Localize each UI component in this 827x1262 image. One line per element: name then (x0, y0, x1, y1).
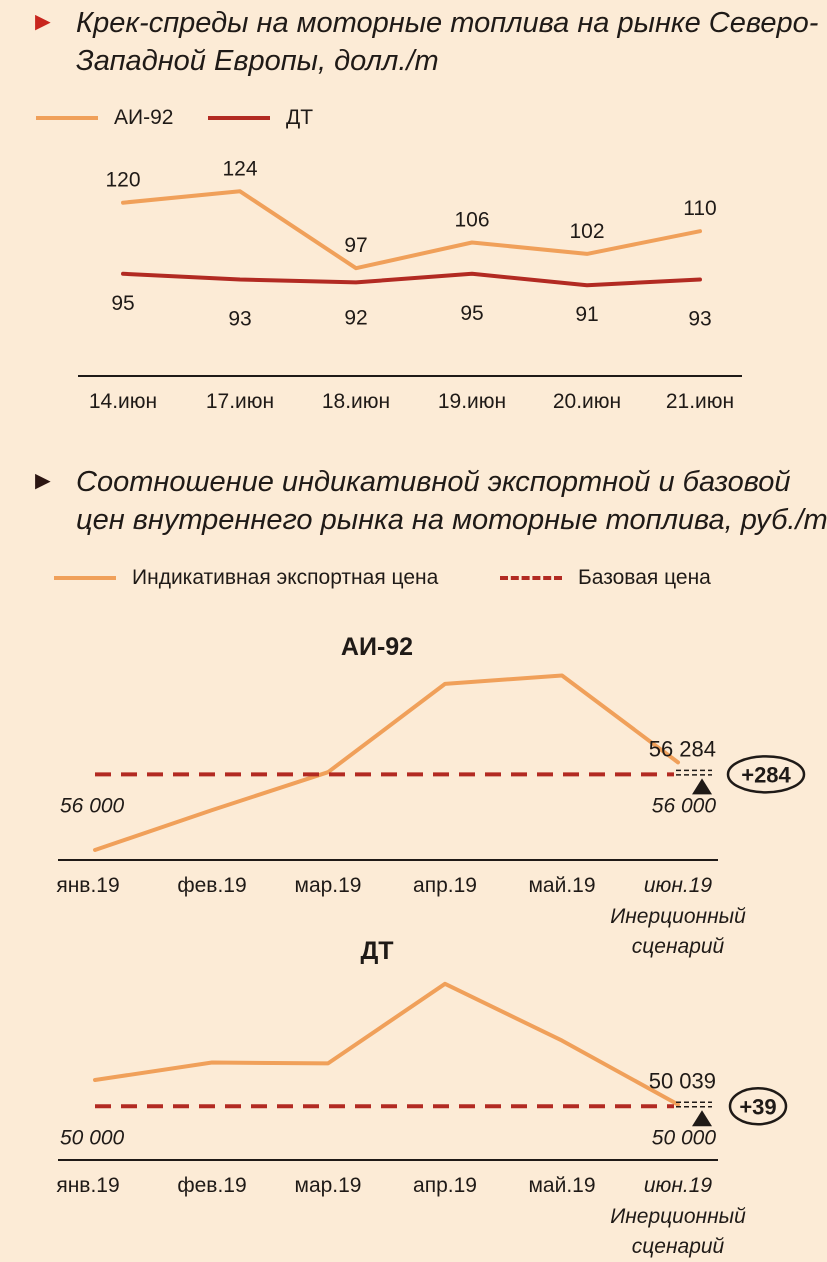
data-label: 102 (569, 220, 604, 243)
x-tick-label: июн.19 (644, 1174, 713, 1197)
section2-title: Соотношение индикативной экспортной и ба… (76, 466, 827, 536)
x-tick-label: июн.19 (644, 874, 713, 897)
legend-ai92-label: АИ-92 (114, 106, 174, 129)
ai92-price-chart: АИ-92 56 000 56 000 56 284 +284 янв.19 фев.19 м… (56, 633, 806, 958)
scenario-note: Инерционный (610, 1205, 746, 1228)
base-price-label-right: 50 000 (652, 1126, 717, 1149)
data-label: 120 (105, 169, 140, 192)
data-label: 92 (344, 306, 367, 329)
x-tick-label: мар.19 (295, 1174, 362, 1197)
export-price-line (93, 673, 680, 852)
legend-base-price: Базовая цена (500, 566, 711, 590)
legend-dt-swatch (208, 116, 270, 120)
data-label: 124 (222, 157, 257, 180)
difference-badge (728, 1087, 788, 1126)
data-label: 110 (683, 197, 716, 220)
scenario-note: Инерционный (610, 905, 746, 928)
data-label: 95 (460, 302, 483, 325)
chart-title: АИ-92 (341, 633, 413, 661)
crack-spread-chart: 120 124 97 106 102 110 95 93 92 95 91 93 14.июн 17.ию… (78, 157, 742, 413)
legend-dt-label: ДТ (286, 106, 314, 129)
legend-ai92-swatch (36, 116, 98, 120)
triangle-marker (692, 778, 712, 795)
legend-export-price: Индикативная экспортная цена (54, 566, 438, 590)
triangle-marker (692, 1110, 712, 1127)
x-tick-label: фев.19 (177, 1174, 246, 1197)
legend-export-price-label: Индикативная экспортная цена (132, 566, 439, 589)
base-price-label-right: 56 000 (652, 794, 717, 817)
x-tick-label: янв.19 (56, 874, 119, 897)
data-label: 97 (344, 234, 367, 257)
scenario-note: сценарий (632, 935, 725, 958)
end-value-label: 56 284 (649, 736, 716, 761)
legend-base-price-label: Базовая цена (578, 566, 711, 589)
dt-price-chart: ДТ 50 000 50 000 50 039 +39 янв.19 фев.19 мар.1… (56, 937, 788, 1258)
end-value-label: 50 039 (649, 1068, 716, 1093)
series-line-ai92 (121, 189, 702, 271)
x-tick-label: 20.июн (553, 390, 621, 413)
x-tick-label: фев.19 (177, 874, 246, 897)
x-tick-label: мар.19 (295, 874, 362, 897)
x-tick-label: май.19 (528, 874, 595, 897)
x-tick-label: 17.июн (206, 390, 274, 413)
legend-export-price-swatch (54, 576, 116, 580)
x-tick-label: май.19 (528, 1174, 595, 1197)
difference-label: +284 (741, 762, 791, 787)
section2-arrow-icon: ► (30, 465, 56, 495)
section1-arrow-icon: ► (30, 6, 56, 36)
x-tick-label: янв.19 (56, 1174, 119, 1197)
difference-badge (726, 755, 806, 794)
x-tick-label: 14.июн (89, 390, 157, 413)
x-tick-label: 21.июн (666, 390, 734, 413)
data-label: 91 (575, 303, 598, 326)
x-tick-label: апр.19 (413, 1174, 477, 1197)
base-price-label-left: 56 000 (60, 794, 125, 817)
legend-ai92: АИ-92 (36, 106, 173, 130)
chart-title: ДТ (360, 937, 393, 965)
data-label: 93 (228, 308, 251, 331)
series-line-dt (121, 271, 702, 288)
data-label: 93 (688, 308, 711, 331)
difference-label: +39 (739, 1094, 776, 1119)
legend-dt: ДТ (208, 106, 313, 130)
base-price-label-left: 50 000 (60, 1126, 125, 1149)
data-label: 95 (111, 292, 134, 315)
export-price-line (93, 981, 680, 1107)
x-tick-label: апр.19 (413, 874, 477, 897)
x-tick-label: 18.июн (322, 390, 390, 413)
data-label: 106 (454, 209, 489, 232)
legend-base-price-swatch (500, 576, 562, 580)
x-tick-label: 19.июн (438, 390, 506, 413)
scenario-note: сценарий (632, 1235, 725, 1258)
section1-title: Крек-спреды на моторные топлива на рынке… (76, 7, 819, 77)
